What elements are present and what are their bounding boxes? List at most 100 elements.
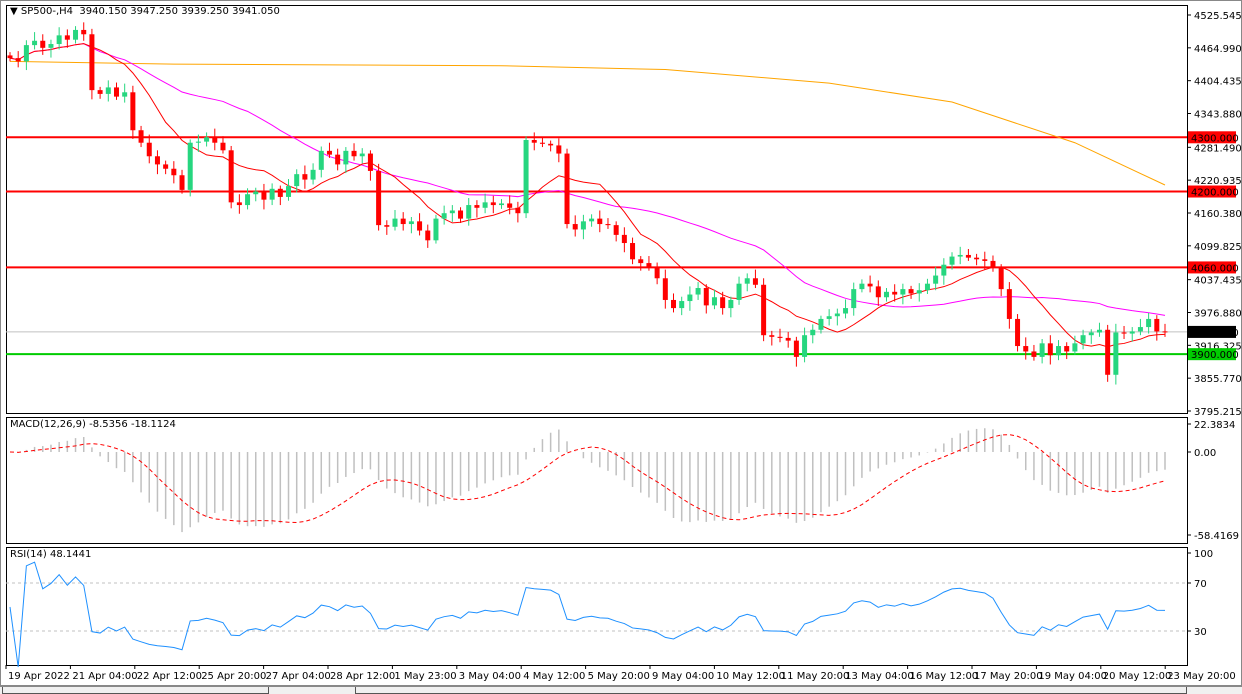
ma-slow-line (9, 60, 1166, 186)
rsi-panel (6, 547, 1188, 666)
close-value: 3941.050 (232, 6, 280, 17)
candle-body (843, 308, 849, 314)
candle (777, 328, 783, 343)
candle (802, 327, 808, 363)
candle-body (982, 259, 988, 261)
candle (523, 136, 529, 219)
candle-body (949, 256, 955, 265)
candle-body (523, 140, 529, 214)
candle (417, 213, 423, 236)
candle-body (597, 218, 603, 225)
level-label: 4300.000 (1191, 133, 1239, 144)
candle (883, 288, 889, 302)
time-axis-label: 28 Apr 12:00 (330, 671, 395, 682)
candle (818, 315, 824, 334)
candle (580, 214, 586, 240)
candle (539, 137, 545, 148)
candle (212, 128, 218, 151)
candle-body (793, 340, 799, 357)
candle (253, 187, 259, 202)
price-axis-label: 4160.380 (1194, 209, 1242, 220)
candle-body (195, 141, 201, 143)
candle-body (122, 92, 128, 97)
candle-body (564, 153, 570, 225)
rsi-header: RSI(14) 48.1441 (10, 549, 91, 560)
candle (15, 51, 21, 68)
candle (1137, 318, 1143, 336)
time-axis-label: 9 May 04:00 (652, 671, 714, 682)
candle (474, 200, 480, 218)
candle (425, 224, 431, 248)
candle (482, 193, 488, 214)
candle (179, 169, 185, 194)
candle (367, 150, 373, 181)
candle (400, 212, 406, 231)
candle (163, 160, 169, 175)
candle (1096, 322, 1102, 337)
candle (826, 309, 832, 326)
candle-body (1006, 289, 1012, 319)
candle-body (359, 153, 365, 157)
candle (23, 40, 29, 71)
candle (867, 275, 873, 293)
candle (998, 264, 1004, 297)
candle (81, 22, 87, 41)
candle-body (531, 140, 537, 143)
candle-body (818, 318, 824, 330)
candle-body (343, 150, 349, 165)
candle (236, 194, 242, 214)
candle (793, 336, 799, 367)
candle-body (212, 137, 218, 143)
candle-body (1096, 329, 1102, 333)
candle-body (441, 213, 447, 219)
macd-header: MACD(12,26,9) -8.5356 -18.1124 (10, 419, 176, 430)
candle (187, 139, 193, 197)
price-axis-label: 3976.880 (1194, 308, 1242, 319)
candle-body (539, 142, 545, 144)
candle (97, 86, 103, 99)
candle (613, 221, 619, 242)
candle-body (417, 221, 423, 231)
candle (1162, 323, 1168, 337)
macd-histogram (17, 428, 1166, 533)
candle-body (1023, 346, 1029, 352)
candle (720, 291, 726, 315)
candle (376, 163, 382, 231)
candle (957, 246, 963, 265)
price-axis-label: 3916.325 (1194, 341, 1242, 352)
candle (507, 195, 513, 215)
candle (1064, 342, 1070, 360)
candle (589, 214, 595, 227)
candle (1121, 325, 1127, 339)
candle (695, 282, 701, 300)
candle-body (826, 316, 832, 319)
time-axis-label: 19 Apr 2022 (8, 671, 70, 682)
candle-body (384, 225, 390, 227)
macd-axis-label: 0.00 (1194, 448, 1216, 459)
candle-body (744, 278, 750, 284)
candle (703, 284, 709, 314)
candle-body (400, 218, 406, 225)
macd-axis-label: 22.3834 (1194, 420, 1235, 431)
candle (458, 207, 464, 223)
candle (318, 146, 324, 178)
candle (900, 283, 906, 305)
candle-body (236, 202, 242, 206)
price-axis-label: 4343.880 (1194, 110, 1242, 121)
candle-body (130, 92, 136, 131)
time-axis-label: 5 May 20:00 (588, 671, 650, 682)
collapse-triangle-icon[interactable]: ▼ (10, 6, 21, 17)
candle-body (1146, 318, 1152, 328)
candle (752, 269, 758, 289)
candle (171, 161, 177, 184)
candle (286, 179, 292, 201)
candle-body (163, 164, 169, 169)
candle-body (261, 191, 267, 200)
candle (392, 209, 398, 231)
candle-body (1080, 335, 1086, 344)
candle (113, 82, 119, 100)
time-axis-label: 25 Apr 20:00 (201, 671, 266, 682)
time-axis-label: 10 May 12:00 (716, 671, 785, 682)
candle (892, 284, 898, 302)
